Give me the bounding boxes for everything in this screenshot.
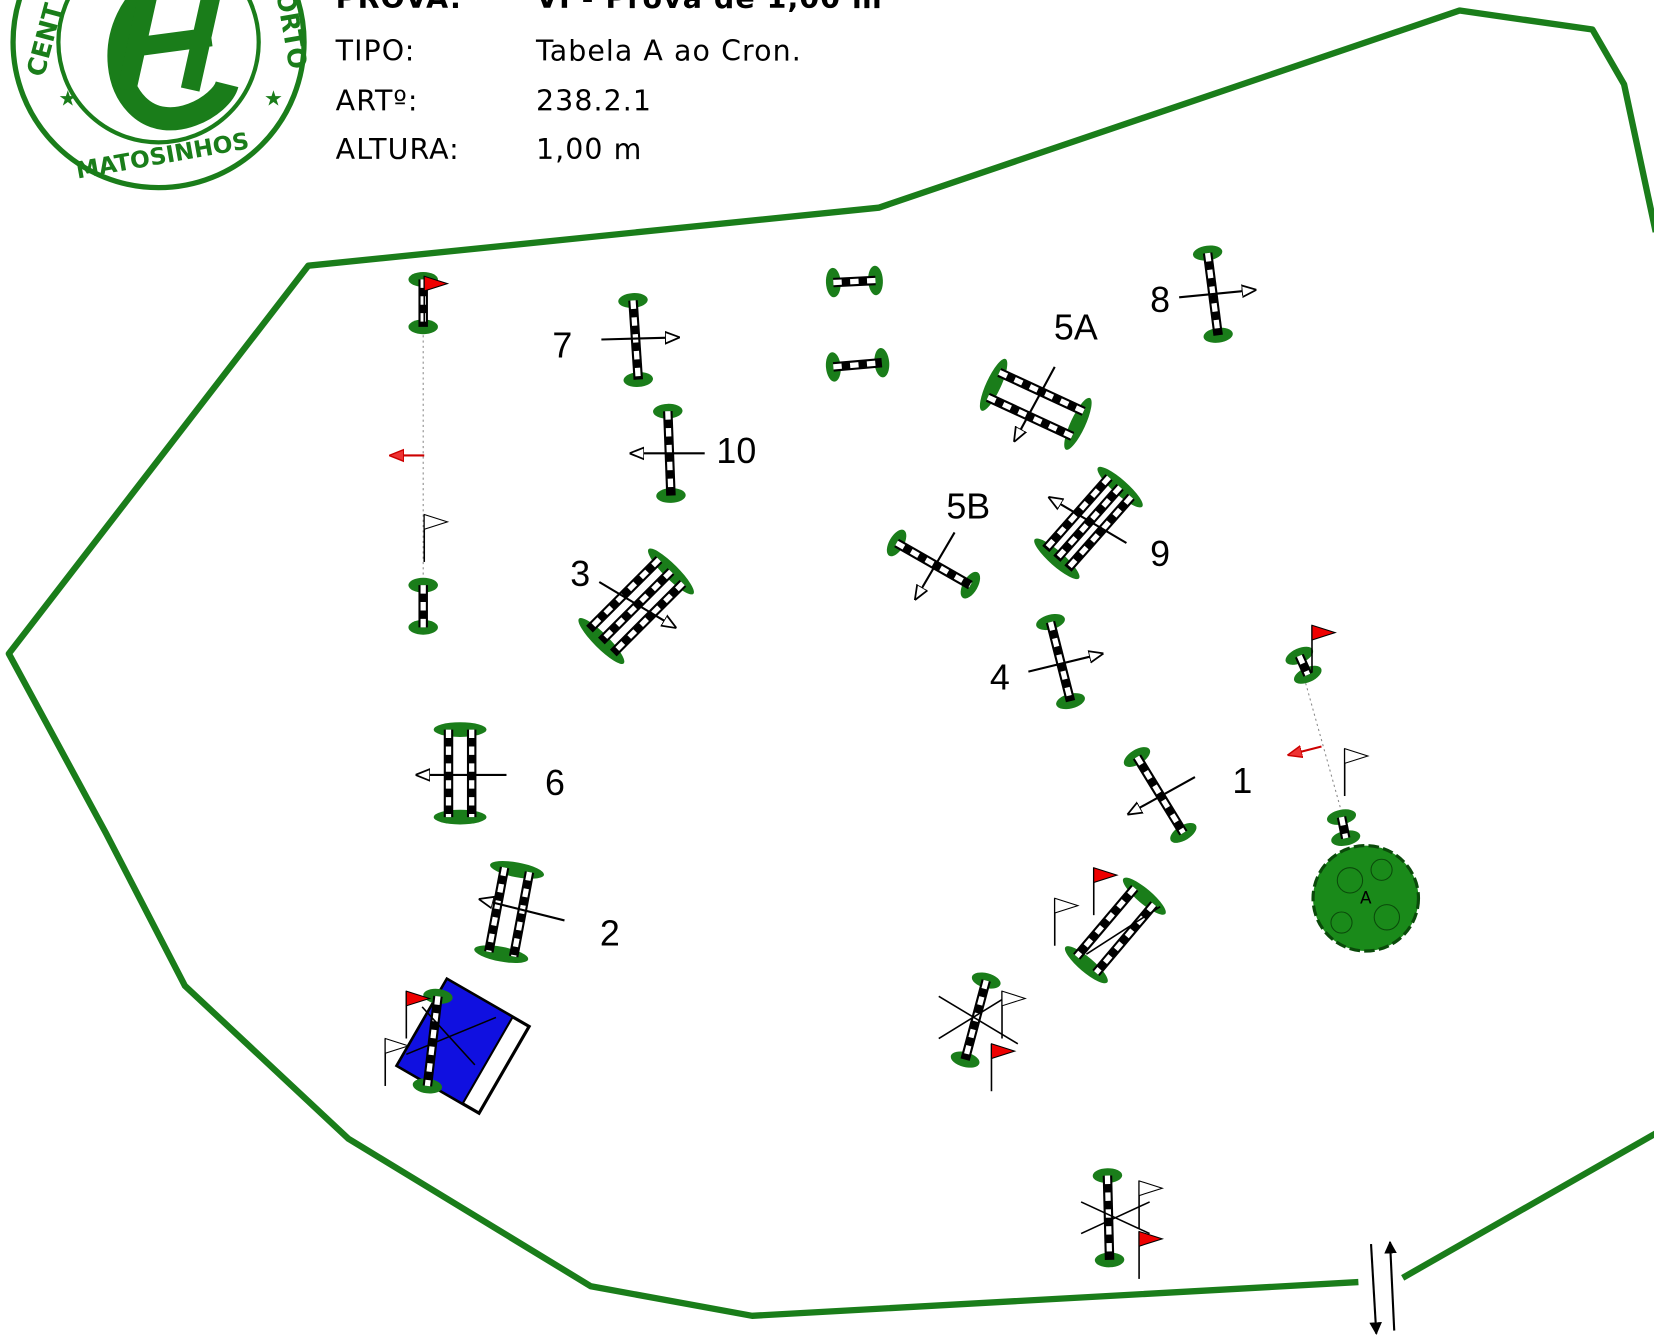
flag <box>1002 991 1025 1006</box>
jump-number: 10 <box>716 431 756 471</box>
svg-text:★: ★ <box>264 85 283 110</box>
jump-number: 3 <box>570 554 590 594</box>
obstacle <box>408 578 438 635</box>
obstacle <box>1034 611 1086 712</box>
arena-fence <box>1403 1133 1654 1277</box>
tree: A <box>1313 846 1418 951</box>
flag <box>1094 868 1117 883</box>
finish-arrow <box>1289 746 1322 754</box>
flag <box>424 515 447 530</box>
standard <box>434 722 487 737</box>
flag <box>1139 1231 1162 1246</box>
jump-number: 8 <box>1150 280 1170 320</box>
jump-number: 6 <box>545 763 565 803</box>
flag <box>1345 749 1368 764</box>
jump-number: 5A <box>1054 307 1098 347</box>
obstacle <box>1030 462 1147 584</box>
obstacle <box>1283 643 1324 687</box>
jump-number: 2 <box>600 914 620 954</box>
field-label: ARTº: <box>336 84 419 117</box>
obstacle <box>618 292 654 388</box>
flag <box>1139 1181 1162 1196</box>
direction-arrow <box>1129 777 1195 814</box>
standard <box>434 810 487 825</box>
standard <box>489 858 546 883</box>
rail-stripe <box>833 280 875 282</box>
jump-number: 4 <box>990 658 1010 698</box>
field-label: ALTURA: <box>336 133 460 166</box>
obstacle <box>1121 743 1200 847</box>
jump-number: 9 <box>1150 534 1170 574</box>
obstacle <box>1061 873 1170 988</box>
obstacle <box>1326 807 1362 848</box>
jump-number: 5B <box>946 487 990 527</box>
rail <box>1077 888 1135 957</box>
obstacle <box>825 347 891 382</box>
field-value: 1,00 m <box>536 133 642 166</box>
field-value: 238.2.1 <box>536 84 652 117</box>
obstacle <box>825 265 883 297</box>
title-label: PROVA: <box>336 0 463 15</box>
svg-text:★: ★ <box>58 85 77 110</box>
jump-number: 1 <box>1232 761 1252 801</box>
field-label: TIPO: <box>335 35 416 68</box>
direction-arrow <box>601 337 678 339</box>
obstacle <box>1093 1168 1125 1268</box>
obstacle <box>574 544 699 669</box>
entrance <box>1371 1242 1394 1334</box>
logo: CENT ORTO MATOSINHOS ★★ <box>13 0 312 188</box>
arena-fence <box>9 11 1654 1316</box>
flag <box>991 1044 1014 1059</box>
obstacle <box>434 722 487 824</box>
title-value: VI - Prova de 1,00 m <box>536 0 883 15</box>
page: CENT ORTO MATOSINHOS ★★ PROVA: VI - Prov… <box>0 0 1654 1339</box>
flag <box>1312 625 1335 640</box>
course-map: CENT ORTO MATOSINHOS ★★ PROVA: VI - Prov… <box>0 0 1654 1339</box>
tree-label: A <box>1360 887 1372 907</box>
finish-line <box>1306 683 1342 812</box>
flag <box>1055 898 1078 913</box>
standard <box>473 942 530 967</box>
obstacle <box>975 356 1097 453</box>
direction-arrow <box>916 532 955 598</box>
rail <box>1096 904 1154 973</box>
jump-number: 7 <box>552 325 572 365</box>
obstacle <box>883 527 984 602</box>
field-value: Tabela A ao Cron. <box>535 35 802 68</box>
